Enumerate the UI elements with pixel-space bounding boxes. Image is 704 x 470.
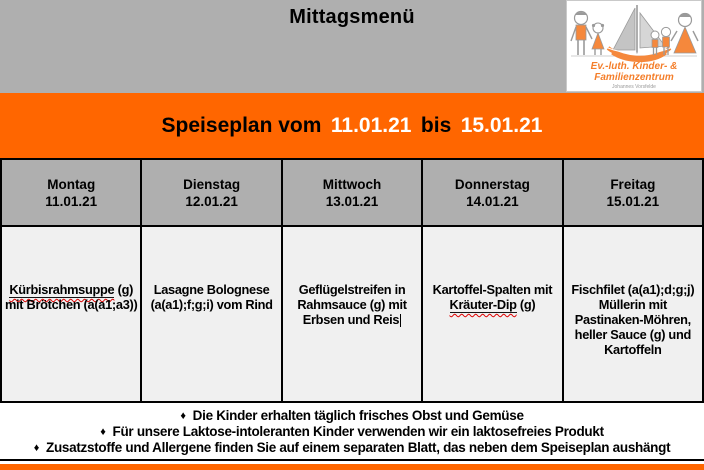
day-header-dienstag[interactable]: Dienstag 12.01.21 — [142, 160, 283, 225]
meal-text: Kartoffel-Spalten mit — [432, 282, 553, 297]
note-item: ♦ Die Kinder erhalten täglich frisches Ob… — [0, 408, 704, 423]
note-text: Zusatzstoffe und Allergene finden Sie au… — [46, 440, 671, 455]
day-name: Mittwoch — [322, 176, 382, 192]
page-title: Mittagsmenü — [289, 6, 415, 28]
diamond-bullet-icon: ♦ — [33, 442, 40, 454]
logo-org-subline: Johannes Vorsfelde — [612, 84, 656, 90]
logo-org-name-line1: Ev.-luth. Kinder- & — [591, 61, 678, 72]
notes-section: ♦ Die Kinder erhalten täglich frisches Ob… — [0, 404, 704, 461]
day-name: Freitag — [610, 176, 656, 192]
note-text: Für unsere Laktose-intoleranten Kinder v… — [112, 424, 605, 439]
banner-bis: bis — [420, 113, 452, 137]
meal-text: Fischfilet (a(a1);d;g;j) Müllerin mit Pa… — [571, 282, 695, 357]
day-date: 14.01.21 — [466, 193, 519, 209]
meal-cell-donnerstag[interactable]: Kartoffel-Spalten mit Kräuter-Dip (g) — [423, 227, 564, 401]
meal-text: Lasagne Bolognese (a(a1);f;g;i) vom Rind — [150, 282, 273, 312]
misspelled-word: Kürbisrahmsuppe — [9, 282, 115, 298]
logo-org-name-line2: Familienzentrum — [594, 72, 674, 83]
family-left-icon — [570, 10, 605, 55]
diamond-bullet-icon: ♦ — [100, 426, 106, 438]
day-header-freitag[interactable]: Freitag 15.01.21 — [564, 160, 702, 225]
day-header-montag[interactable]: Montag 11.01.21 — [2, 160, 143, 225]
meal-text: Geflügelstreifen in Rahmsauce (g) mit Er… — [297, 282, 407, 327]
logo-box: Ev.-luth. Kinder- & Familienzentrum Joha… — [566, 0, 702, 92]
text-cursor — [400, 314, 402, 327]
meal-cell-freitag[interactable]: Fischfilet (a(a1);d;g;j) Müllerin mit Pa… — [564, 227, 702, 401]
day-date: 15.01.21 — [606, 193, 660, 209]
meal-cell-montag[interactable]: Kürbisrahmsuppe (g) mit Brötchen (a(a1;a… — [2, 227, 143, 401]
diamond-bullet-icon: ♦ — [180, 410, 186, 422]
note-text: Die Kinder erhalten täglich frisches Obs… — [192, 408, 524, 423]
day-name: Donnerstag — [454, 176, 530, 192]
banner-prefix: Speiseplan vom — [161, 113, 322, 137]
banner-date-to: 15.01.21 — [460, 113, 543, 137]
day-header-mittwoch[interactable]: Mittwoch 13.01.21 — [283, 160, 424, 225]
banner-date-from: 11.01.21 — [330, 113, 412, 137]
menu-table: Montag 11.01.21 Dienstag 12.01.21 Mittwo… — [0, 160, 704, 403]
meal-row: Kürbisrahmsuppe (g) mit Brötchen (a(a1;a… — [2, 227, 702, 403]
misspelled-word: Kräuter-Dip — [449, 297, 517, 313]
note-item: ♦ Zusatzstoffe und Allergene finden Sie a… — [0, 440, 704, 455]
day-header-row: Montag 11.01.21 Dienstag 12.01.21 Mittwo… — [2, 160, 702, 227]
day-date: 11.01.21 — [45, 193, 98, 209]
sailboat-icon — [606, 5, 672, 62]
family-right-icon — [650, 12, 699, 55]
meal-cell-dienstag[interactable]: Lasagne Bolognese (a(a1);f;g;i) vom Rind — [142, 227, 283, 401]
day-name: Montag — [47, 176, 96, 192]
day-date: 13.01.21 — [325, 193, 379, 209]
day-name: Dienstag — [183, 176, 241, 192]
day-header-donnerstag[interactable]: Donnerstag 14.01.21 — [423, 160, 564, 225]
meal-text: (g) — [516, 297, 536, 312]
meal-cell-mittwoch[interactable]: Geflügelstreifen in Rahmsauce (g) mit Er… — [283, 227, 424, 401]
logo-illustration: Ev.-luth. Kinder- & Familienzentrum Joha… — [570, 5, 699, 90]
bottom-orange-strip — [0, 464, 704, 470]
banner: Speiseplan vom 11.01.21 bis 15.01.21 — [0, 93, 704, 160]
note-item: ♦ Für unsere Laktose-intoleranten Kinder … — [0, 424, 704, 439]
day-date: 12.01.21 — [185, 193, 238, 209]
meal-text: (g) mit Brötchen (a(a1;a3)) — [4, 282, 138, 312]
